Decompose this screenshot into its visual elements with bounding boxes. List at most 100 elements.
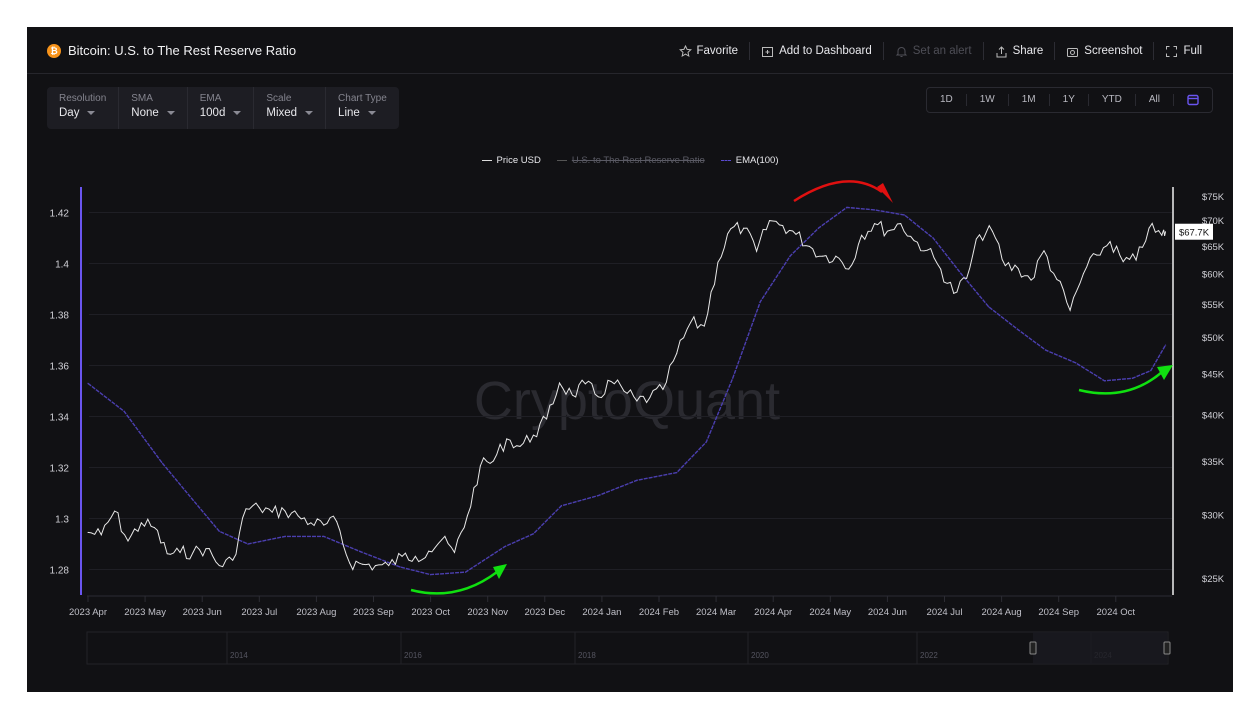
price-point (1096, 254, 1098, 256)
price-point (192, 551, 194, 553)
star-icon (678, 44, 692, 57)
legend: Price USD U.S. to The Rest Reserve Ratio… (27, 155, 1233, 166)
ema-point (1017, 329, 1019, 331)
chart-type-dropdown[interactable]: Chart Type Line (325, 87, 399, 129)
dropdown-value: 100d (199, 107, 226, 119)
range-1d[interactable]: 1D (939, 94, 953, 105)
bell-icon (895, 46, 907, 57)
price-point (636, 400, 638, 402)
navigator-handle-right[interactable] (1163, 641, 1171, 655)
ema-point (218, 530, 220, 532)
price-point (756, 250, 758, 252)
price-point (414, 555, 416, 557)
calendar-button[interactable] (1173, 94, 1212, 106)
price-point (991, 230, 993, 232)
right-tick-label: $60K (1202, 270, 1225, 281)
price-point (1030, 279, 1032, 281)
x-tick-label: 2023 Sep (353, 607, 394, 618)
price-point (795, 233, 797, 235)
left-tick-label: 1.38 (50, 311, 70, 322)
chart-svg: CryptoQuant 1.28 1.3 1.32 1.34 1.36 1.38 1.4 1.4… (50, 180, 1225, 665)
ema-point (732, 377, 734, 379)
ema-point (560, 505, 562, 507)
favorite-button[interactable]: Favorite (668, 42, 750, 60)
page-title: Bitcoin: U.S. to The Rest Reserve Ratio (68, 43, 297, 58)
range-ytd[interactable]: YTD (1087, 94, 1135, 106)
price-point (623, 390, 625, 392)
right-tick-label: $70K (1202, 216, 1225, 227)
left-tick-label: 1.36 (50, 362, 70, 373)
share-button[interactable]: Share (982, 42, 1055, 60)
x-tick-label: 2023 Apr (69, 607, 107, 618)
price-point (1056, 279, 1058, 281)
price-point (743, 227, 745, 229)
navigator-tick-label: 2022 (920, 651, 938, 660)
legend-reserve-ratio[interactable]: U.S. to The Rest Reserve Ratio (556, 155, 705, 166)
price-point (861, 234, 863, 236)
left-tick-label: 1.4 (55, 260, 69, 271)
camera-icon (1067, 47, 1079, 57)
price-point (966, 277, 968, 279)
price-point (87, 531, 89, 533)
price-point (978, 234, 980, 236)
ema-point (903, 214, 906, 216)
screenshot-button[interactable]: Screenshot (1054, 42, 1153, 60)
price-point (1043, 250, 1045, 252)
full-button[interactable]: Full (1153, 42, 1213, 60)
range-1y[interactable]: 1Y (1048, 94, 1088, 106)
x-tick-label: 2024 Mar (696, 607, 736, 618)
price-point (127, 540, 129, 542)
right-tick-label: $45K (1202, 370, 1225, 381)
price-point (835, 255, 837, 257)
right-tick-label: $30K (1202, 511, 1225, 522)
x-tick-label: 2023 Jul (241, 607, 277, 618)
legend-ema[interactable]: EMA(100) (720, 155, 779, 166)
caret-down-icon (305, 111, 314, 115)
price-point (388, 565, 390, 567)
action-label: Screenshot (1084, 45, 1143, 57)
calendar-icon (1187, 94, 1199, 106)
price-point (730, 228, 732, 230)
price-point (479, 465, 481, 467)
price-point (532, 434, 534, 436)
set-an-alert-button[interactable]: Set an alert (882, 42, 983, 60)
price-point (153, 527, 155, 529)
ema-point (676, 472, 678, 474)
legend-price-usd[interactable]: Price USD (481, 155, 541, 166)
action-label: Favorite (696, 45, 739, 57)
ema-point (789, 255, 791, 257)
x-tick-label: 2023 Jun (183, 607, 222, 618)
range-1w[interactable]: 1W (965, 94, 1008, 106)
ema-point (759, 301, 761, 303)
range-all[interactable]: All (1134, 94, 1173, 106)
left-tick-label: 1.32 (50, 464, 70, 475)
price-point (245, 508, 247, 510)
range-selector: 1D 1W 1M 1Y YTD All (925, 87, 1213, 113)
ema-dropdown[interactable]: EMA 100d (186, 87, 254, 129)
dropdown-label: EMA (199, 93, 222, 104)
price-point (258, 507, 260, 509)
price-point (323, 524, 325, 526)
price-point (1069, 309, 1071, 311)
price-point (953, 292, 955, 294)
add-to-dashboard-button[interactable]: Add to Dashboard (749, 42, 883, 60)
resolution-dropdown[interactable]: Resolution Day (47, 87, 118, 129)
red-arrow-annotation (793, 180, 883, 203)
navigator-handle-left[interactable] (1029, 641, 1037, 655)
price-point (361, 563, 363, 565)
price-point (597, 396, 599, 398)
ema-point (818, 227, 820, 229)
price-point (466, 515, 468, 517)
navigator-tick-label: 2016 (404, 651, 422, 660)
price-point (1135, 259, 1137, 261)
sma-dropdown[interactable]: SMA None (118, 87, 187, 129)
navigator-selection[interactable] (1033, 632, 1167, 664)
x-tick-label: 2023 Nov (467, 607, 508, 618)
range-1m[interactable]: 1M (1007, 94, 1049, 106)
price-point (717, 261, 719, 263)
navigator[interactable] (86, 631, 1169, 665)
price-point (662, 388, 664, 390)
price-point (676, 352, 678, 354)
x-tick-label: 2024 Apr (754, 607, 792, 618)
scale-dropdown[interactable]: Scale Mixed (253, 87, 325, 129)
